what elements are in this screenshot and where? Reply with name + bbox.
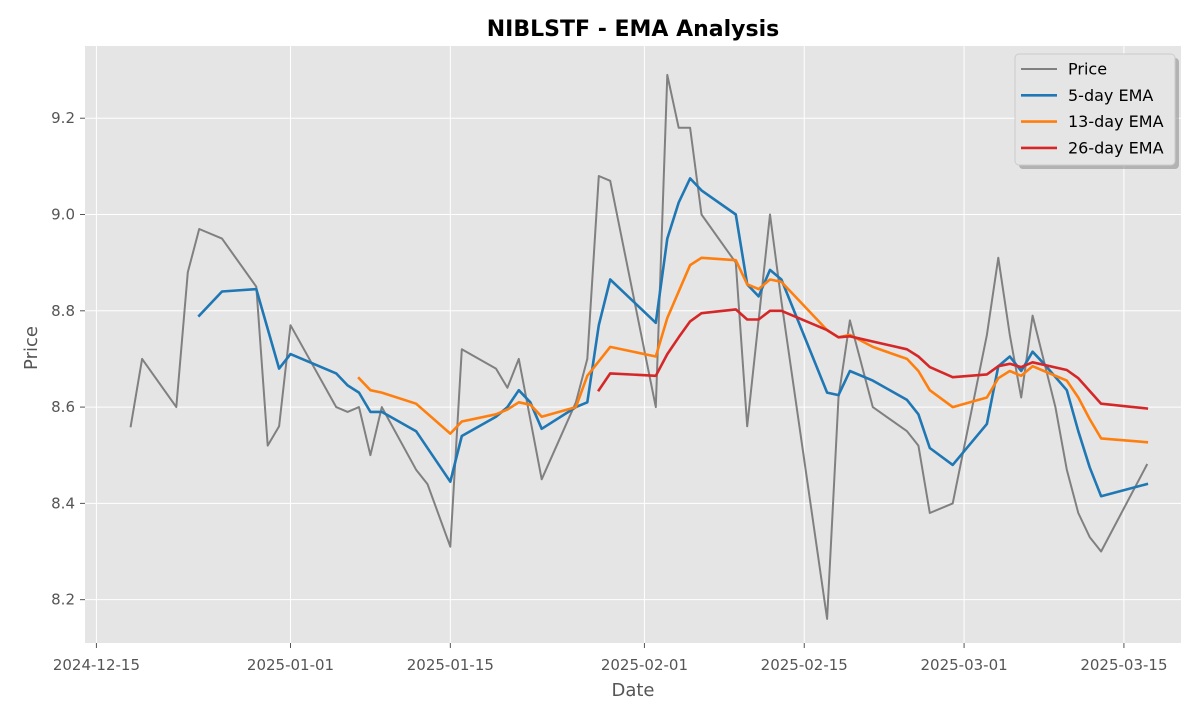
y-tick-label: 8.8 <box>51 302 75 320</box>
series-line-26-day-ema <box>596 308 1149 410</box>
x-tick-label: 2024-12-15 <box>53 656 140 674</box>
legend-label-13-day-ema: 13-day EMA <box>1068 112 1164 131</box>
legend-frame <box>1014 53 1176 166</box>
y-tick-label: 8.4 <box>51 494 75 512</box>
plot-area <box>85 46 1181 643</box>
legend: Price 5-day EMA 13-day EMA 26-day EMA <box>1014 53 1179 169</box>
y-axis: 8.2 8.4 8.6 8.8 9.0 9.2 <box>51 109 85 609</box>
y-tick-label: 9.2 <box>51 109 75 127</box>
grid-lines <box>85 46 1181 643</box>
x-tick-label: 2025-01-15 <box>407 656 494 674</box>
y-tick-label: 8.2 <box>51 591 75 609</box>
legend-label-price: Price <box>1068 60 1107 79</box>
x-tick-label: 2025-01-01 <box>247 656 334 674</box>
chart-title: NIBLSTF - EMA Analysis <box>487 17 779 42</box>
x-tick-label: 2025-03-01 <box>920 656 1007 674</box>
y-tick-label: 8.6 <box>51 398 75 416</box>
series-layer <box>129 73 1149 620</box>
x-axis-label: Date <box>611 680 654 701</box>
x-tick-label: 2025-02-15 <box>761 656 848 674</box>
x-tick-label: 2025-02-01 <box>601 656 688 674</box>
y-axis-label: Price <box>21 326 42 370</box>
x-tick-label: 2025-03-15 <box>1080 656 1167 674</box>
legend-label-5-day-ema: 5-day EMA <box>1068 86 1153 105</box>
series-line-13-day-ema <box>357 256 1149 444</box>
y-tick-label: 9.0 <box>51 206 75 224</box>
legend-label-26-day-ema: 26-day EMA <box>1068 138 1164 157</box>
series-line-price <box>129 73 1149 620</box>
x-axis: 2024-12-15 2025-01-01 2025-01-15 2025-02-01… <box>53 643 1168 674</box>
series-line-5-day-ema <box>197 177 1149 498</box>
